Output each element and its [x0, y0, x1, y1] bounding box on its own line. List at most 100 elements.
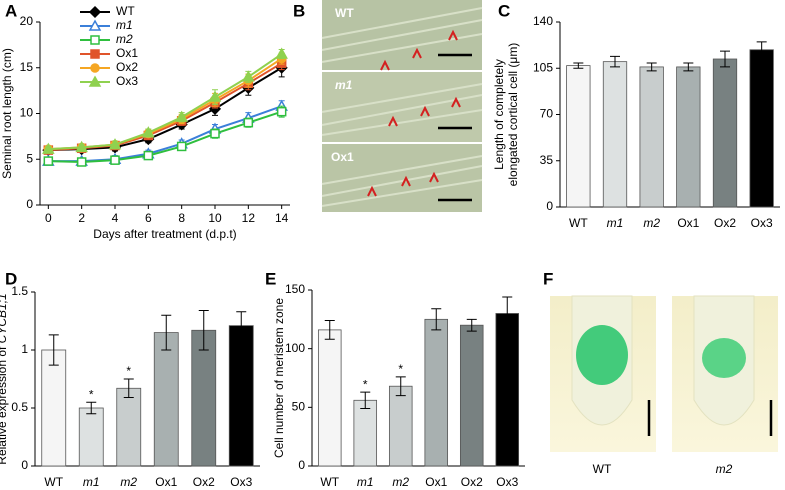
- y-axis-label: Cell number of meristem zone: [272, 298, 286, 458]
- y-tick-label: 5: [26, 151, 33, 165]
- x-tick-label: m1: [83, 475, 100, 489]
- x-tick-label: 12: [242, 211, 256, 225]
- image-labels: WT m1 Ox1: [331, 6, 354, 164]
- bar: [116, 387, 142, 467]
- x-tick-label: 2: [78, 211, 85, 225]
- x-tick-label: WT: [569, 216, 588, 230]
- marker: [90, 49, 100, 59]
- error-bar: [161, 314, 172, 351]
- y-tick-label: 15: [20, 60, 34, 74]
- y-axis-label-part: Relative expression of: [0, 343, 9, 464]
- bar: [712, 58, 738, 208]
- error-bar: [86, 401, 97, 415]
- error-bar: [123, 378, 134, 399]
- x-tick-label: 8: [178, 211, 185, 225]
- error-bar: [683, 62, 694, 72]
- bar: [495, 313, 520, 467]
- image-label: m2: [716, 462, 733, 476]
- marker: [242, 70, 255, 82]
- marker: [42, 142, 55, 154]
- legend-label: Ox2: [116, 60, 138, 74]
- marker: [88, 5, 102, 19]
- panel-letter: A: [5, 1, 17, 20]
- bar: [191, 329, 217, 467]
- error-bar: [466, 318, 477, 332]
- x-tick-label: m2: [120, 475, 137, 489]
- bar: [78, 407, 104, 467]
- x-tick-label: 4: [112, 211, 119, 225]
- error-bar: [198, 310, 209, 351]
- y-tick-label: 35: [540, 153, 554, 167]
- y-tick-label: 0: [26, 197, 33, 211]
- x-tick-label: m1: [357, 475, 374, 489]
- gus-stain: [576, 325, 628, 385]
- bar: [602, 61, 628, 208]
- y-axis-label: Seminal root length (cm): [0, 48, 14, 179]
- y-tick-label: 0.5: [11, 400, 28, 414]
- x-tick-label: m2: [643, 216, 660, 230]
- marker: [43, 156, 54, 166]
- panel-letter: F: [543, 269, 553, 288]
- y-axis-label: elongated cortical cell (μm): [506, 43, 520, 187]
- image-label: m1: [335, 78, 353, 92]
- significance-mark: *: [126, 364, 131, 378]
- series-line: [48, 53, 283, 151]
- error-bar: [431, 308, 442, 331]
- error-bar: [395, 376, 406, 397]
- x-tick-label: Ox3: [496, 475, 518, 489]
- bar: [388, 385, 413, 467]
- marker: [75, 140, 88, 153]
- panel-letter: C: [498, 1, 510, 20]
- error-bar: [360, 391, 371, 410]
- panel-letter: D: [5, 269, 17, 288]
- legend-label: m2: [116, 32, 133, 46]
- x-tick-label: Ox3: [230, 475, 252, 489]
- panel-letter: B: [293, 1, 305, 20]
- image-panel-f: F WT m2: [543, 269, 778, 476]
- x-axis-label: Days after treatment (d.p.t): [93, 227, 236, 241]
- bar: [353, 399, 378, 467]
- y-tick-label: 0: [21, 458, 28, 472]
- significance-mark: *: [89, 387, 94, 401]
- marker: [275, 47, 288, 59]
- x-tick-label: Ox2: [193, 475, 215, 489]
- y-tick-label: 140: [533, 14, 553, 28]
- y-axis-label: Relative expression of CYCB1;1: [0, 293, 9, 464]
- error-bar: [573, 62, 584, 69]
- bar: [639, 66, 664, 208]
- marker: [108, 138, 122, 150]
- bar: [676, 66, 701, 208]
- error-bar: [48, 334, 59, 366]
- y-tick-label: 1.5: [11, 284, 28, 298]
- x-tick-label: 0: [45, 211, 52, 225]
- legend-label: Ox3: [116, 74, 138, 88]
- legend-label: Ox1: [116, 46, 138, 60]
- x-tick-label: WT: [320, 475, 339, 489]
- x-tick-label: Ox2: [714, 216, 736, 230]
- y-tick-label: 1: [21, 342, 28, 356]
- error-bar: [324, 320, 335, 340]
- marker: [276, 106, 287, 117]
- bar: [749, 49, 774, 208]
- series-line: [48, 57, 283, 151]
- marker: [143, 150, 154, 161]
- y-axis-label: Length of completely: [492, 59, 506, 170]
- error-bar: [646, 62, 657, 72]
- marker: [76, 157, 87, 167]
- y-tick-label: 0: [546, 199, 553, 213]
- x-tick-label: WT: [44, 475, 63, 489]
- y-tick-label: 150: [285, 282, 305, 296]
- bar: [566, 65, 591, 208]
- significance-mark: *: [363, 377, 368, 391]
- error-bar: [756, 41, 767, 59]
- y-tick-label: 10: [20, 106, 34, 120]
- scale-bars: [438, 53, 472, 202]
- error-bar: [502, 296, 513, 331]
- bar: [424, 318, 449, 467]
- y-tick-label: 20: [20, 14, 34, 28]
- x-tick-label: m2: [392, 475, 409, 489]
- marker: [175, 110, 188, 122]
- marker: [88, 75, 102, 87]
- marker: [176, 141, 187, 152]
